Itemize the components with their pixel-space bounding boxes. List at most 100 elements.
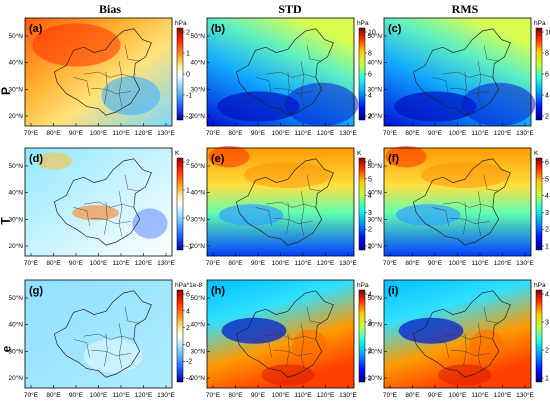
x-tick-label: 90°E [428,259,443,267]
map-panel-b: (b) 70°E 80°E 90°E 100°E 110°E 120°E 130°E 50°N 4… [190,17,376,137]
high-value-region [469,329,505,365]
colorbar-tick-label: 6 [368,160,372,167]
province-boundary [265,71,316,78]
province-boundary [477,191,482,237]
colorbar-tick-label: -2 [186,114,192,121]
x-tick-label: 90°E [69,129,84,137]
province-boundary [300,191,305,237]
country-boundary [412,158,511,246]
province-boundary [124,174,140,192]
row-label-t: T [0,217,13,225]
x-tick-label: 110°E [112,259,130,267]
mid-value-region [83,338,143,373]
colorbar-tick-label: 3 [368,320,372,327]
colorbar-tick-label: 6 [545,72,549,79]
y-tick-label: 20°N [367,242,382,250]
y-tick-label: 50°N [367,162,382,170]
high-value-region [438,364,492,386]
colorbar-unit: hPa*1e-8 [175,282,202,289]
province-boundary [463,71,467,105]
province-boundary [483,44,499,62]
x-tick-label: 100°E [90,391,108,399]
x-tick-label: 120°E [317,129,335,137]
province-boundary [450,349,490,356]
col-title-std: STD [278,2,302,16]
country-boundary [53,28,152,116]
y-tick-label: 20°N [367,374,382,382]
x-tick-label: 80°E [46,129,61,137]
colorbar-tick-label: -2 [186,359,192,366]
colorbar-tick-label: -1 [186,244,192,251]
y-tick-label: 40°N [190,59,205,67]
x-tick-label: 90°E [251,129,266,137]
x-tick-label: 70°E [383,259,398,267]
x-tick-label: 90°E [251,391,266,399]
country-boundary [235,158,334,246]
province-boundary [306,44,322,62]
high-value-region [72,205,120,221]
panel-tag: (e) [211,153,225,165]
high-value-region [243,162,332,188]
colorbar-tick-label: 1 [545,376,549,383]
x-tick-label: 80°E [405,259,420,267]
colorbar-tick-label: 0 [186,342,190,349]
x-tick-label: 70°E [24,129,39,137]
x-tick-label: 100°E [449,391,467,399]
colorbar-tick-label: 2 [545,227,549,234]
colorbar-tick-label: 4 [545,292,549,299]
colorbar [358,157,366,251]
province-boundary [73,77,90,96]
colorbar-tick-label: 1 [186,51,190,58]
colorbar-unit: K [534,150,539,157]
province-boundary [83,333,134,340]
province-boundary [442,201,493,208]
x-tick-label: 120°E [135,129,153,137]
low-value-region [394,91,477,122]
colorbar-tick-label: 4 [368,292,372,299]
province-boundary [483,306,499,324]
province-boundary [463,333,467,367]
province-boundary [91,217,131,224]
panel-tag: (i) [388,285,399,297]
panel-tag: (f) [388,153,399,165]
country-boundary [412,28,511,116]
colorbar-tick-label: 2 [368,348,372,355]
y-tick-label: 50°N [367,32,382,40]
x-tick-label: 80°E [46,259,61,267]
colorbar-tick-label: 1 [368,244,372,251]
province-boundary [104,333,108,367]
country-boundary [53,290,152,378]
colorbar-tick-label: 10 [368,30,376,37]
province-boundary [477,61,482,107]
province-boundary [118,191,123,237]
x-tick-label: 120°E [494,129,512,137]
province-boundary [442,71,493,78]
y-tick-label: 50°N [8,162,23,170]
x-tick-label: 80°E [46,391,61,399]
y-tick-label: 40°N [190,189,205,197]
x-tick-label: 100°E [90,129,108,137]
province-boundary [273,87,313,94]
province-boundary [442,333,493,340]
colorbar-tick-label: 10 [545,30,550,37]
province-boundary [432,339,449,358]
x-tick-label: 130°E [516,391,534,399]
y-tick-label: 30°N [367,215,382,223]
colorbar-unit: hPa [534,282,546,289]
colorbar [358,27,366,121]
colorbar-tick-label: 1 [545,244,549,251]
panel-tag: (b) [211,23,225,35]
country-boundary [412,290,511,378]
colorbar [176,289,184,383]
province-boundary [265,333,316,340]
province-boundary [255,207,272,226]
province-boundary [118,323,123,369]
colorbar-tick-label: 3 [545,210,549,217]
y-tick-label: 20°N [190,112,205,120]
province-boundary [83,201,134,208]
colorbar-tick-label: 2 [186,160,190,167]
x-tick-label: 80°E [405,129,420,137]
x-tick-label: 70°E [206,391,221,399]
y-tick-label: 30°N [190,347,205,355]
colorbar-tick-label: 5 [545,176,549,183]
